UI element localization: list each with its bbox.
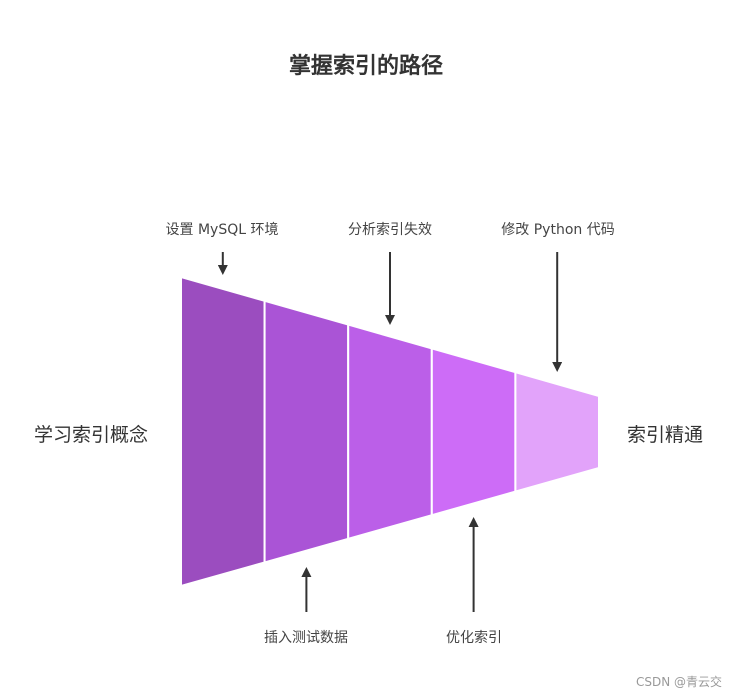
watermark: CSDN @青云交 <box>635 675 722 689</box>
funnel-segment-modify-python-code <box>514 370 600 493</box>
diagram-title: 掌握索引的路径 <box>288 54 443 79</box>
funnel-segments <box>180 275 600 588</box>
start-label: 学习索引概念 <box>34 424 149 446</box>
funnel-segment-analyze-index-failure <box>347 323 433 541</box>
step-label-setup-mysql: 设置 MySQL 环境 <box>165 222 279 238</box>
step-label-modify-python-code: 修改 Python 代码 <box>501 222 615 238</box>
step-arrows <box>217 252 563 612</box>
funnel-segment-insert-test-data <box>263 299 350 564</box>
step-label-insert-test-data: 插入测试数据 <box>264 630 348 646</box>
step-label-optimize-index: 优化索引 <box>446 630 502 646</box>
funnel-segment-optimize-index <box>430 347 517 517</box>
funnel-segment-setup-mysql <box>180 275 266 588</box>
end-label: 索引精通 <box>627 424 704 446</box>
step-label-analyze-index-failure: 分析索引失效 <box>348 222 432 238</box>
